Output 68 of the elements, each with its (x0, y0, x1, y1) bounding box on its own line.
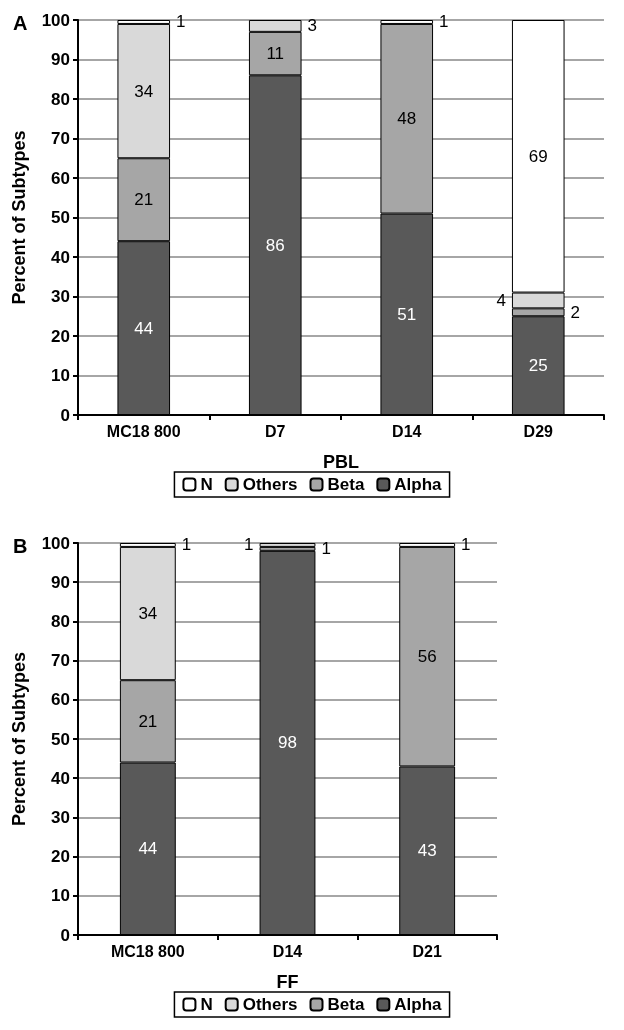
legend-label: Alpha (394, 475, 443, 494)
x-tick-label: MC18 800 (110, 942, 185, 960)
data-label: 4 (496, 290, 506, 310)
data-label: 1 (321, 539, 331, 559)
data-label: 1 (181, 535, 192, 555)
y-tick-label: 10 (51, 366, 70, 385)
data-label: 1 (461, 535, 471, 555)
legend-label: N (200, 995, 213, 1014)
x-tick-label: D21 (412, 942, 442, 960)
data-label: 1 (244, 535, 254, 555)
legend-label: N (200, 475, 213, 494)
y-tick-label: 80 (51, 89, 70, 109)
data-label: 44 (134, 318, 154, 338)
legend-label: Alpha (394, 995, 443, 1014)
data-label: 3 (307, 16, 318, 36)
data-label: 1 (439, 12, 449, 32)
y-tick-label: 30 (51, 287, 70, 306)
y-tick-label: 20 (51, 847, 70, 867)
data-label: 21 (138, 711, 158, 731)
x-tick-label: D7 (265, 422, 286, 440)
data-label: 11 (266, 44, 285, 64)
data-label: 34 (134, 81, 154, 101)
y-tick-label: 70 (51, 651, 70, 671)
x-axis-title: FF (276, 972, 299, 992)
y-tick-label: 40 (51, 768, 70, 788)
y-tick-label: 100 (41, 10, 70, 30)
x-tick-label: D14 (392, 422, 422, 440)
y-axis-title: Percent of Subtypes (9, 651, 29, 827)
x-tick-label: MC18 800 (106, 422, 181, 440)
data-label: 51 (397, 304, 417, 324)
y-tick-label: 20 (51, 326, 70, 346)
data-label: 48 (397, 109, 417, 129)
y-tick-label: 60 (51, 168, 70, 188)
y-tick-label: 100 (41, 533, 70, 553)
chart-title: B (13, 535, 28, 557)
y-tick-label: 0 (60, 405, 70, 425)
chart-title: A (13, 12, 28, 34)
y-tick-label: 90 (51, 572, 70, 592)
legend-label: Beta (327, 995, 365, 1014)
y-tick-label: 70 (51, 129, 70, 148)
data-label: 44 (138, 839, 158, 859)
y-tick-label: 50 (51, 208, 70, 227)
data-label: 98 (278, 733, 297, 753)
y-tick-label: 40 (51, 247, 70, 267)
data-label: 21 (134, 190, 154, 210)
data-label: 69 (528, 146, 548, 166)
x-tick-label: D14 (272, 942, 303, 960)
data-label: 2 (570, 302, 581, 322)
data-label: 25 (528, 356, 548, 376)
data-label: 1 (176, 12, 186, 32)
y-tick-label: 80 (51, 611, 70, 631)
y-tick-label: 30 (51, 807, 70, 827)
legend-label: Others (242, 995, 298, 1014)
data-label: 56 (417, 647, 437, 667)
y-tick-label: 90 (51, 50, 70, 69)
data-label: 86 (265, 235, 285, 255)
y-tick-label: 10 (51, 886, 70, 906)
bar (259, 543, 316, 547)
legend-label: Others (242, 475, 298, 494)
data-label: 43 (417, 841, 437, 861)
data-label: 34 (138, 604, 158, 624)
x-axis-title: PBL (323, 452, 359, 472)
y-tick-label: 60 (51, 690, 70, 710)
y-tick-label: 0 (60, 925, 70, 945)
y-tick-label: 50 (51, 729, 70, 749)
legend-label: Beta (327, 475, 365, 494)
y-axis-title: Percent of Subtypes (9, 130, 29, 305)
x-tick-label: D29 (523, 422, 554, 440)
